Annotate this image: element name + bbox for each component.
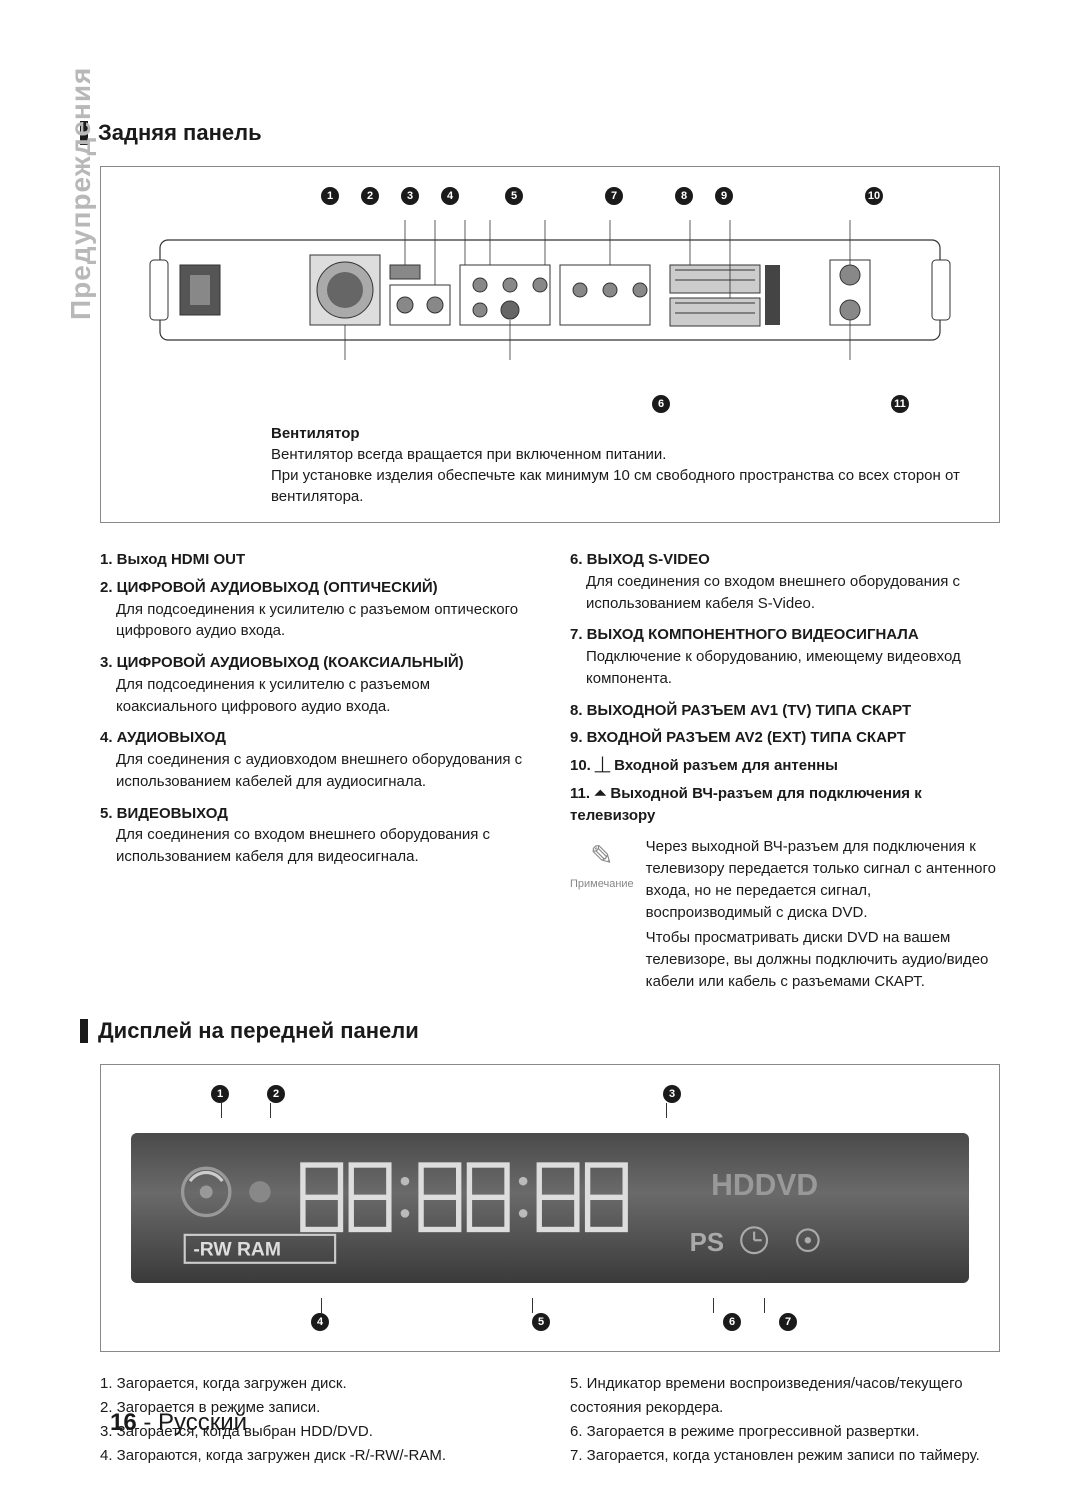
callout-6: 6 bbox=[652, 395, 670, 413]
dcallout-4: 4 bbox=[311, 1313, 329, 1331]
item-title: 6. ВЫХОД S-VIDEO bbox=[570, 549, 1000, 571]
item-title: 7. ВЫХОД КОМПОНЕНТНОГО ВИДЕОСИГНАЛА bbox=[570, 624, 1000, 646]
item-title: 1. Выход HDMI OUT bbox=[100, 549, 530, 571]
callout-10: 10 bbox=[865, 187, 883, 205]
note-box: ✎ Примечание Через выходной ВЧ-разъем дл… bbox=[570, 836, 1000, 992]
list-item: 4. Загораются, когда загружен диск -R/-R… bbox=[100, 1444, 530, 1468]
note-text: Через выходной ВЧ-разъем для подключения… bbox=[646, 836, 1000, 992]
page-number: 16 - Русский bbox=[110, 1409, 247, 1437]
right-col: 6. ВЫХОД S-VIDEOДля соединения со входом… bbox=[570, 543, 1000, 993]
callout-3: 3 bbox=[401, 187, 419, 205]
item-desc: Подключение к оборудованию, имеющему вид… bbox=[586, 646, 1000, 690]
callout-5: 5 bbox=[505, 187, 523, 205]
list-item: 7. Загорается, когда установлен режим за… bbox=[570, 1444, 1000, 1468]
item-title: 9. ВХОДНОЙ РАЗЪЕМ AV2 (EXT) ТИПА СКАРТ bbox=[570, 727, 1000, 749]
pencil-icon: ✎ bbox=[570, 836, 634, 877]
sidebar-label: Предупреждения bbox=[65, 67, 97, 320]
back-panel-diagram: 1 2 3 4 5 7 8 9 10 bbox=[100, 166, 1000, 523]
fan-line1: Вентилятор всегда вращается при включенн… bbox=[271, 446, 666, 463]
svg-text:PS: PS bbox=[690, 1228, 724, 1256]
svg-text:-RW RAM: -RW RAM bbox=[193, 1239, 281, 1260]
section1-title: Задняя панель bbox=[98, 120, 262, 146]
dcallout-5: 5 bbox=[532, 1313, 550, 1331]
item-desc: Для соединения с аудиовходом внешнего об… bbox=[116, 749, 530, 793]
dcallout-6: 6 bbox=[723, 1313, 741, 1331]
item-title: 5. ВИДЕОВЫХОД bbox=[100, 803, 530, 825]
callout-1: 1 bbox=[321, 187, 339, 205]
item-title: 2. ЦИФРОВОЙ АУДИОВЫХОД (ОПТИЧЕСКИЙ) bbox=[100, 577, 530, 599]
fan-line2: При установке изделия обеспечьте как мин… bbox=[271, 467, 960, 505]
left-col: 1. Выход HDMI OUT 2. ЦИФРОВОЙ АУДИОВЫХОД … bbox=[100, 543, 530, 993]
item-title: 10. ⏊ Входной разъем для антенны bbox=[570, 755, 1000, 777]
page-footer: 16 - Русский bbox=[110, 1409, 1000, 1437]
callout-row-top: 1 2 3 4 5 7 8 9 10 bbox=[321, 187, 969, 205]
dcallout-3: 3 bbox=[663, 1085, 681, 1103]
callout-8: 8 bbox=[675, 187, 693, 205]
item-title: 4. АУДИОВЫХОД bbox=[100, 727, 530, 749]
note-icon: ✎ Примечание bbox=[570, 836, 634, 992]
svg-text:HDDVD: HDDVD bbox=[711, 1169, 818, 1202]
note-text2: Чтобы просматривать диски DVD на вашем т… bbox=[646, 927, 1000, 992]
display-callouts-bottom: 4 5 6 7 bbox=[311, 1313, 969, 1331]
dcallout-7: 7 bbox=[779, 1313, 797, 1331]
item-desc: Для соединения со входом внешнего оборуд… bbox=[586, 571, 1000, 615]
item-title: 11. ⏶ Выходной ВЧ-разъем для подключения… bbox=[570, 783, 1000, 827]
callout-2: 2 bbox=[361, 187, 379, 205]
dcallout-2: 2 bbox=[267, 1085, 285, 1103]
callout-9: 9 bbox=[715, 187, 733, 205]
list-item: 1. Загорается, когда загружен диск. bbox=[100, 1372, 530, 1396]
heading-bar bbox=[80, 1019, 88, 1043]
item-title: 3. ЦИФРОВОЙ АУДИОВЫХОД (КОАКСИАЛЬНЫЙ) bbox=[100, 652, 530, 674]
back-panel-items: 1. Выход HDMI OUT 2. ЦИФРОВОЙ АУДИОВЫХОД … bbox=[100, 543, 1000, 993]
item-title: 8. ВЫХОДНОЙ РАЗЪЕМ AV1 (TV) ТИПА СКАРТ bbox=[570, 700, 1000, 722]
item-desc: Для подсоединения к усилителю с разъемом… bbox=[116, 674, 530, 718]
display-callouts-top: 1 2 3 bbox=[211, 1085, 969, 1103]
section2-title: Дисплей на передней панели bbox=[98, 1018, 419, 1044]
display-svg: HDDVD -RW RAM PS bbox=[131, 1133, 969, 1283]
callout-11: 11 bbox=[891, 395, 909, 413]
fan-label: Вентилятор bbox=[271, 425, 360, 442]
front-display-box: 1 2 3 bbox=[100, 1064, 1000, 1352]
dcallout-1: 1 bbox=[211, 1085, 229, 1103]
item-desc: Для соединения со входом внешнего оборуд… bbox=[116, 824, 530, 868]
note-label: Примечание bbox=[570, 878, 634, 890]
front-display: HDDVD -RW RAM PS bbox=[131, 1133, 969, 1283]
note-text1: Через выходной ВЧ-разъем для подключения… bbox=[646, 836, 1000, 923]
fan-text: Вентилятор Вентилятор всегда вращается п… bbox=[271, 423, 969, 507]
item-desc: Для подсоединения к усилителю с разъемом… bbox=[116, 599, 530, 643]
section2-heading: Дисплей на передней панели bbox=[80, 1018, 1000, 1044]
callout-7: 7 bbox=[605, 187, 623, 205]
section1-heading: Задняя панель bbox=[80, 120, 1000, 146]
callout-4: 4 bbox=[441, 187, 459, 205]
back-panel-svg bbox=[131, 210, 969, 390]
